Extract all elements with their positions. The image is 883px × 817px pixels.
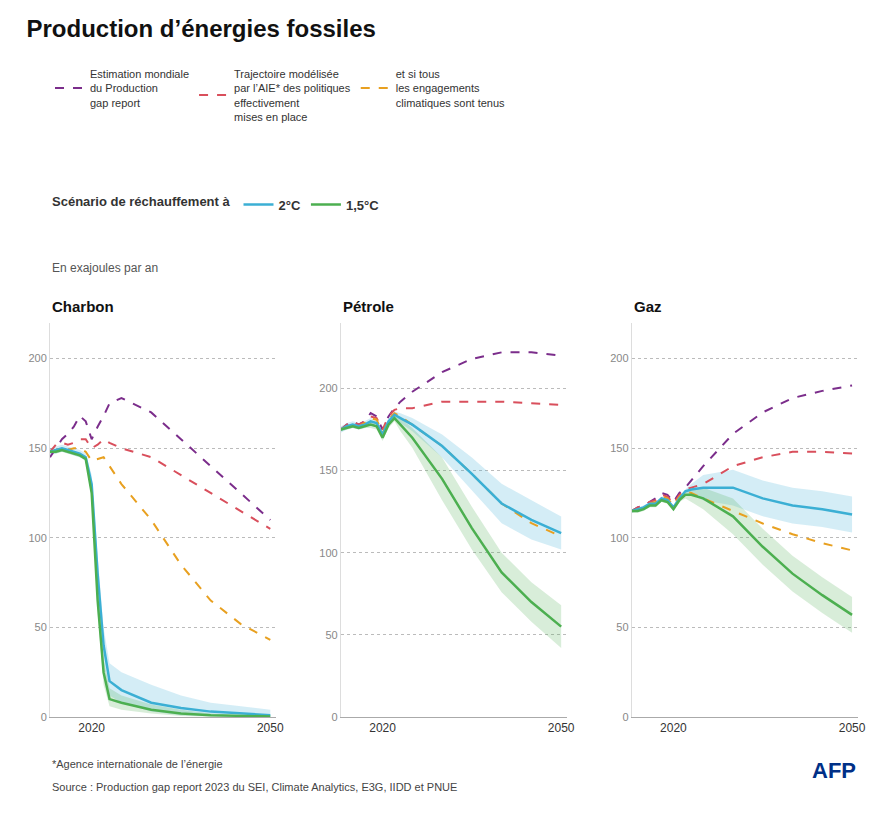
svg-text:150: 150 <box>28 442 46 454</box>
svg-text:150: 150 <box>610 442 628 454</box>
svg-text:2050: 2050 <box>257 721 284 735</box>
svg-text:2020: 2020 <box>369 721 396 735</box>
svg-text:100: 100 <box>319 547 337 559</box>
svg-text:50: 50 <box>325 629 337 641</box>
svg-text:et si tousles engagementsclima: et si tousles engagementsclimatiques son… <box>396 68 505 109</box>
svg-text:2°C: 2°C <box>278 198 300 213</box>
svg-text:*Agence internationale de l’én: *Agence internationale de l’énergie <box>52 758 223 770</box>
svg-text:50: 50 <box>616 621 628 633</box>
svg-text:En exajoules par an: En exajoules par an <box>52 261 158 275</box>
svg-text:50: 50 <box>35 621 47 633</box>
svg-text:100: 100 <box>28 532 46 544</box>
svg-text:Charbon: Charbon <box>52 298 114 315</box>
svg-text:200: 200 <box>28 352 46 364</box>
svg-text:Production d’énergies fossiles: Production d’énergies fossiles <box>26 15 375 42</box>
svg-text:AFP: AFP <box>812 758 856 783</box>
svg-text:0: 0 <box>41 711 47 723</box>
svg-text:Gaz: Gaz <box>634 298 662 315</box>
svg-text:Source : Production gap report: Source : Production gap report 2023 du S… <box>52 781 457 793</box>
svg-text:150: 150 <box>319 464 337 476</box>
svg-text:200: 200 <box>319 382 337 394</box>
svg-text:Estimation mondialedu Producti: Estimation mondialedu Productiongap repo… <box>90 68 189 109</box>
svg-text:2020: 2020 <box>660 721 687 735</box>
svg-text:0: 0 <box>332 711 338 723</box>
svg-text:2050: 2050 <box>839 721 866 735</box>
svg-text:2050: 2050 <box>548 721 575 735</box>
svg-text:2020: 2020 <box>78 721 105 735</box>
svg-text:Trajectoire modéliséepar l’AIE: Trajectoire modéliséepar l’AIE* des poli… <box>234 68 351 123</box>
svg-text:Scénario de réchauffement à: Scénario de réchauffement à <box>52 194 230 209</box>
svg-text:Pétrole: Pétrole <box>343 298 394 315</box>
svg-text:0: 0 <box>622 711 628 723</box>
svg-text:100: 100 <box>610 532 628 544</box>
svg-text:200: 200 <box>610 352 628 364</box>
svg-text:1,5°C: 1,5°C <box>346 198 379 213</box>
